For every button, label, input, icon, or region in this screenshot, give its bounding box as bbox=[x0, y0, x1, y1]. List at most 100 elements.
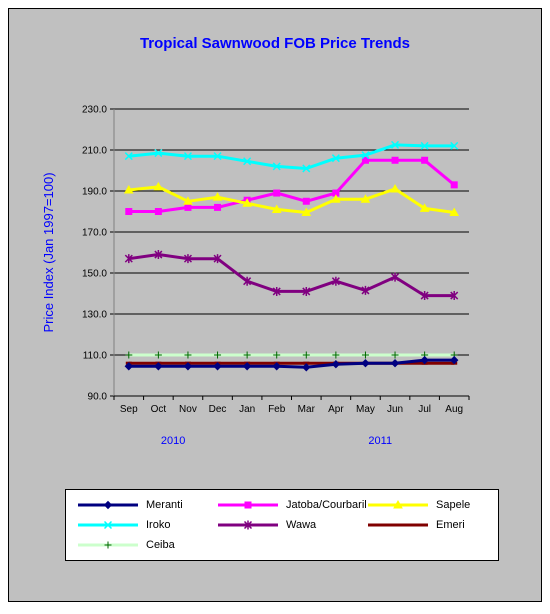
legend-swatch-marker bbox=[395, 523, 401, 527]
series-meranti bbox=[124, 355, 459, 372]
legend-swatch-jatoba-courbaril bbox=[218, 501, 278, 509]
chart-legend: Meranti Jatoba/Courbaril Sapele Iroko Wawa Em… bbox=[65, 489, 499, 561]
data-point-iroko bbox=[391, 140, 400, 149]
x-tick-label: Nov bbox=[179, 404, 197, 415]
data-point-ceiba bbox=[332, 351, 340, 359]
series-line-jatoba-courbaril bbox=[128, 158, 456, 213]
y-tick-label: 150.0 bbox=[82, 269, 107, 280]
data-point-sapele bbox=[242, 198, 252, 207]
data-point-jatoba-courbaril bbox=[273, 189, 281, 197]
data-point-sapele bbox=[123, 184, 134, 194]
chart-frame: Tropical Sawnwood FOB Price Trends 90.0 1… bbox=[8, 8, 542, 602]
legend-swatch-marker bbox=[243, 520, 253, 530]
y-tick-label: 90.0 bbox=[88, 392, 108, 403]
data-point-meranti bbox=[183, 362, 193, 371]
series-line-wawa bbox=[128, 253, 455, 298]
data-point-jatoba-courbaril bbox=[391, 156, 399, 164]
data-point-wawa bbox=[272, 286, 281, 296]
x-tick-label: May bbox=[356, 404, 375, 415]
data-point-iroko bbox=[183, 152, 192, 161]
y-tick-label: 130.0 bbox=[82, 310, 107, 321]
data-point-ceiba bbox=[243, 351, 251, 359]
series-sapele bbox=[123, 181, 460, 217]
data-point-sapele bbox=[153, 181, 164, 191]
data-point-ceiba bbox=[361, 351, 369, 359]
legend-label: Sapele bbox=[436, 499, 471, 511]
x-tick-label: Feb bbox=[268, 404, 286, 415]
plot-area bbox=[114, 109, 469, 396]
series-ceiba bbox=[125, 351, 458, 359]
year-label: 2011 bbox=[368, 435, 392, 447]
x-tick-label: Jul bbox=[418, 404, 431, 415]
legend-swatch-marker bbox=[104, 541, 112, 549]
legend-swatch-iroko bbox=[78, 520, 138, 530]
data-point-wawa bbox=[331, 276, 340, 286]
data-point-sapele bbox=[419, 203, 430, 212]
data-point-wawa bbox=[124, 254, 133, 264]
chart-plot: 90.0 110.0 130.0 150.0 170.0 190.0 210.0 230.0 S… bbox=[41, 105, 470, 447]
legend-swatch-marker bbox=[393, 499, 403, 509]
y-tick-label: 230.0 bbox=[82, 105, 107, 116]
x-tick-label: Dec bbox=[209, 404, 227, 415]
legend-swatch-emeri bbox=[368, 523, 428, 527]
data-point-iroko bbox=[124, 152, 133, 161]
series-jatoba-courbaril bbox=[125, 156, 458, 215]
legend-label: Meranti bbox=[146, 499, 183, 511]
data-point-jatoba-courbaril bbox=[154, 208, 162, 215]
y-tick-label: 110.0 bbox=[83, 351, 108, 362]
data-point-wawa bbox=[183, 254, 192, 264]
data-point-wawa bbox=[391, 272, 400, 282]
data-point-iroko bbox=[361, 151, 370, 160]
data-point-jatoba-courbaril bbox=[184, 203, 192, 211]
legend-swatch-meranti bbox=[78, 500, 138, 510]
data-point-iroko bbox=[272, 162, 281, 171]
data-point-wawa bbox=[361, 285, 370, 295]
data-point-ceiba bbox=[302, 351, 310, 359]
series-iroko bbox=[124, 140, 459, 173]
data-point-iroko bbox=[302, 164, 311, 173]
legend-entry-jatoba-courbaril: Jatoba/Courbaril bbox=[216, 496, 367, 514]
y-axis-label: Price Index (Jan 1997=100) bbox=[41, 172, 56, 332]
data-point-sapele bbox=[271, 204, 282, 213]
data-point-sapele bbox=[331, 194, 341, 203]
x-tick-label: Aug bbox=[445, 404, 463, 415]
data-point-iroko bbox=[331, 154, 340, 163]
data-point-wawa bbox=[302, 286, 311, 296]
data-point-meranti bbox=[242, 362, 252, 371]
data-point-jatoba-courbaril bbox=[214, 203, 222, 211]
data-point-sapele bbox=[360, 194, 371, 203]
legend-entry-sapele: Sapele bbox=[366, 496, 470, 514]
chart-title: Tropical Sawnwood FOB Price Trends bbox=[139, 35, 411, 52]
legend-label: Emeri bbox=[436, 519, 465, 531]
data-point-jatoba-courbaril bbox=[361, 156, 369, 164]
data-point-iroko bbox=[213, 152, 222, 161]
data-point-meranti bbox=[124, 362, 133, 371]
data-point-iroko bbox=[420, 141, 429, 150]
legend-swatch-marker bbox=[103, 520, 113, 530]
y-tick-label: 210.0 bbox=[82, 146, 107, 157]
year-label: 2010 bbox=[161, 435, 185, 447]
data-point-ceiba bbox=[184, 351, 192, 359]
series-line-sapele bbox=[128, 185, 455, 214]
y-tick-label: 170.0 bbox=[82, 228, 107, 239]
x-tick-label: Sep bbox=[120, 404, 138, 415]
data-point-meranti bbox=[302, 363, 311, 372]
data-point-sapele bbox=[390, 183, 400, 193]
legend-swatch-marker bbox=[103, 500, 113, 510]
x-tick-label: Mar bbox=[298, 404, 316, 415]
data-point-wawa bbox=[243, 276, 252, 286]
legend-entry-wawa: Wawa bbox=[216, 516, 316, 534]
series-line-meranti bbox=[128, 358, 455, 369]
legend-entry-ceiba: Ceiba bbox=[76, 536, 175, 554]
data-point-sapele bbox=[212, 192, 223, 201]
legend-swatch-ceiba bbox=[78, 541, 138, 549]
x-tick-label: Jan bbox=[239, 404, 255, 415]
data-point-iroko bbox=[154, 149, 163, 158]
data-point-iroko bbox=[243, 157, 252, 166]
series-wawa bbox=[124, 250, 459, 301]
data-point-wawa bbox=[213, 254, 222, 264]
data-point-jatoba-courbaril bbox=[450, 181, 458, 189]
data-point-ceiba bbox=[214, 351, 222, 359]
legend-swatch-marker bbox=[244, 501, 252, 509]
data-point-wawa bbox=[450, 291, 459, 301]
